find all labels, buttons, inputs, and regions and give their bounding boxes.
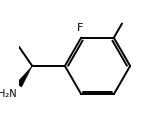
Text: H₂N: H₂N	[0, 89, 17, 99]
Polygon shape	[16, 66, 32, 87]
Text: F: F	[77, 23, 84, 32]
